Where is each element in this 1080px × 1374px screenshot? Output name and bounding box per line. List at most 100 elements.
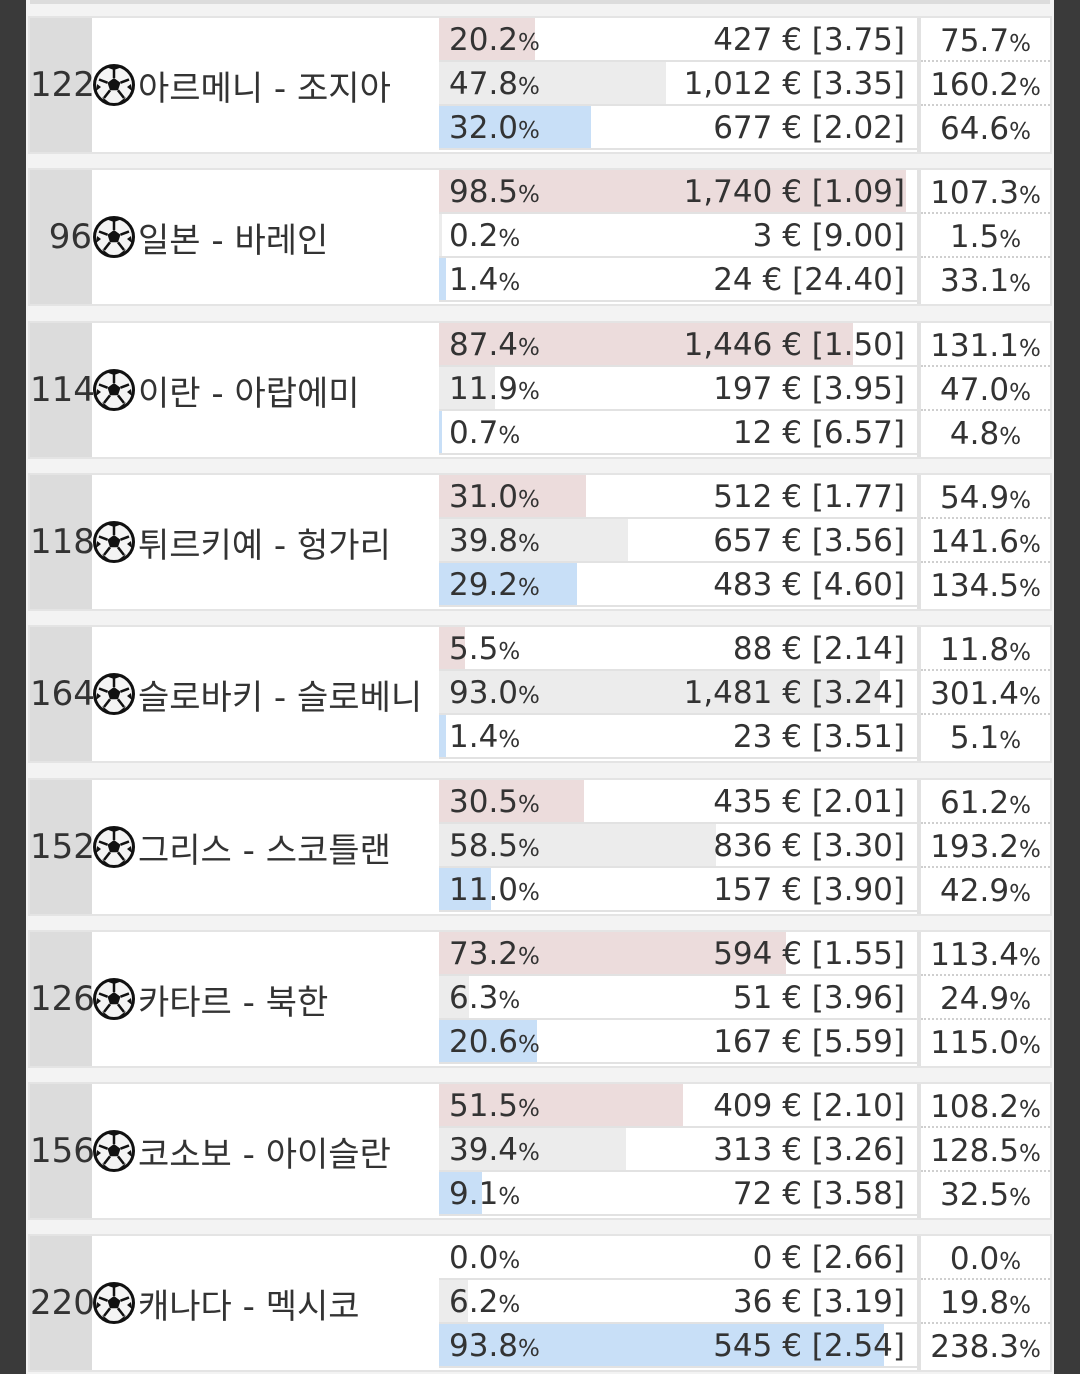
share-percent: 58.5% <box>449 824 540 871</box>
share-percent-value: 6.3 <box>449 980 499 1016</box>
match-row-220[interactable]: 220 캐나다 - 멕시코 0.0% 0 € [2.66] 6.2% 36 € [3.… <box>28 1234 1052 1372</box>
match-row-114[interactable]: 114 이란 - 아랍에미 87.4% 1,446 € [1.50] 11.9% 19… <box>28 321 1052 459</box>
return-percent: 24.9% <box>921 976 1050 1020</box>
column-divider <box>917 170 921 304</box>
bet-option-home[interactable]: 98.5% 1,740 € [1.09] <box>439 170 917 214</box>
return-column: 113.4% 24.9% 115.0% <box>921 932 1050 1066</box>
match-name[interactable]: 그리스 - 스코틀랜 <box>92 780 438 914</box>
bet-option-draw[interactable]: 0.2% 3 € [9.00] <box>439 214 917 258</box>
bet-option-draw[interactable]: 6.2% 36 € [3.19] <box>439 1280 917 1324</box>
bet-option-home[interactable]: 31.0% 512 € [1.77] <box>439 475 917 519</box>
match-row-122[interactable]: 122 아르메니 - 조지아 20.2% 427 € [3.75] 47.8% 1,0… <box>28 16 1052 154</box>
percent-unit: % <box>498 423 521 449</box>
share-percent-value: 93.0 <box>449 675 519 711</box>
bet-option-home[interactable]: 0.0% 0 € [2.66] <box>439 1236 917 1280</box>
share-bar <box>439 780 584 822</box>
return-percent: 1.5% <box>921 214 1050 258</box>
bet-option-home[interactable]: 20.2% 427 € [3.75] <box>439 18 917 62</box>
bet-option-away[interactable]: 20.6% 167 € [5.59] <box>439 1020 917 1064</box>
match-name[interactable]: 일본 - 바레인 <box>92 170 438 304</box>
return-percent: 113.4% <box>921 932 1050 976</box>
percent-unit: % <box>518 683 540 709</box>
share-percent: 87.4% <box>449 323 540 370</box>
bet-option-draw[interactable]: 6.3% 51 € [3.96] <box>439 976 917 1020</box>
match-row-96[interactable]: 96 일본 - 바레인 98.5% 1,740 € [1.09] 0.2% 3 € [… <box>28 168 1052 306</box>
share-bar <box>439 170 906 212</box>
share-percent-value: 47.8 <box>449 66 519 102</box>
bet-option-draw[interactable]: 11.9% 197 € [3.95] <box>439 367 917 411</box>
bet-option-away[interactable]: 9.1% 72 € [3.58] <box>439 1172 917 1216</box>
share-bar <box>439 715 446 757</box>
return-percent-value: 61.2 <box>940 785 1010 821</box>
bet-option-away[interactable]: 0.7% 12 € [6.57] <box>439 411 917 455</box>
share-bar <box>439 1084 683 1126</box>
percent-unit: % <box>498 1292 521 1318</box>
match-name[interactable]: 튀르키예 - 헝가리 <box>92 475 438 609</box>
percent-unit: % <box>1018 684 1041 710</box>
percent-unit: % <box>999 227 1022 253</box>
stake-amount-odds: 545 € [2.54] <box>713 1328 905 1364</box>
match-name[interactable]: 코소보 - 아이슬란 <box>92 1084 438 1218</box>
return-percent: 5.1% <box>921 715 1050 759</box>
share-bar <box>439 1020 537 1062</box>
bet-option-draw[interactable]: 47.8% 1,012 € [3.35] <box>439 62 917 106</box>
share-percent-value: 6.2 <box>449 1284 499 1320</box>
percent-unit: % <box>518 1140 540 1166</box>
bet-options: 87.4% 1,446 € [1.50] 11.9% 197 € [3.95] 0.7%… <box>439 323 917 457</box>
share-bar <box>439 824 716 866</box>
match-name[interactable]: 카타르 - 북한 <box>92 932 438 1066</box>
match-name[interactable]: 이란 - 아랍에미 <box>92 323 438 457</box>
bet-option-away[interactable]: 93.8% 545 € [2.54] <box>439 1324 917 1368</box>
match-stats-panel[interactable]: 122 아르메니 - 조지아 20.2% 427 € [3.75] 47.8% 1,0… <box>26 0 1054 1374</box>
bet-options: 0.0% 0 € [2.66] 6.2% 36 € [3.19] 93.8% 545 € … <box>439 1236 917 1370</box>
stake-amount-odds: 72 € [3.58] <box>732 1176 905 1212</box>
bet-option-draw[interactable]: 39.8% 657 € [3.56] <box>439 519 917 563</box>
return-percent-value: 141.6 <box>930 524 1019 560</box>
return-percent: 54.9% <box>921 475 1050 519</box>
share-percent-value: 73.2 <box>449 936 519 972</box>
bet-option-away[interactable]: 32.0% 677 € [2.02] <box>439 106 917 150</box>
match-row-164[interactable]: 164 슬로바키 - 슬로베니 5.5% 88 € [2.14] 93.0% 1,48… <box>28 625 1052 763</box>
bet-option-away[interactable]: 1.4% 24 € [24.40] <box>439 258 917 302</box>
stake-amount-odds: 483 € [4.60] <box>713 567 905 603</box>
share-bar <box>439 932 786 974</box>
share-percent-value: 0.2 <box>449 218 499 254</box>
match-name[interactable]: 캐나다 - 멕시코 <box>92 1236 438 1370</box>
match-row-152[interactable]: 152 그리스 - 스코틀랜 30.5% 435 € [2.01] 58.5% 836… <box>28 778 1052 916</box>
match-row-126[interactable]: 126 카타르 - 북한 73.2% 594 € [1.55] 6.3% 51 € [… <box>28 930 1052 1068</box>
match-row-118[interactable]: 118 튀르키예 - 헝가리 31.0% 512 € [1.77] 39.8% 657… <box>28 473 1052 611</box>
share-percent-value: 29.2 <box>449 567 519 603</box>
bet-option-home[interactable]: 30.5% 435 € [2.01] <box>439 780 917 824</box>
bet-option-home[interactable]: 87.4% 1,446 € [1.50] <box>439 323 917 367</box>
column-divider <box>917 18 921 152</box>
backdrop-left <box>0 0 26 1374</box>
stake-amount-odds: 0 € [2.66] <box>752 1240 905 1276</box>
share-percent-value: 11.9 <box>449 371 519 407</box>
bet-option-draw[interactable]: 93.0% 1,481 € [3.24] <box>439 671 917 715</box>
share-percent-value: 0.7 <box>449 415 499 451</box>
bet-option-draw[interactable]: 58.5% 836 € [3.30] <box>439 824 917 868</box>
share-percent-value: 39.4 <box>449 1132 519 1168</box>
match-row-156[interactable]: 156 코소보 - 아이슬란 51.5% 409 € [2.10] 39.4% 313… <box>28 1082 1052 1220</box>
bet-option-home[interactable]: 51.5% 409 € [2.10] <box>439 1084 917 1128</box>
stake-amount-odds: 3 € [9.00] <box>752 218 905 254</box>
bet-option-home[interactable]: 73.2% 594 € [1.55] <box>439 932 917 976</box>
bet-option-away[interactable]: 1.4% 23 € [3.51] <box>439 715 917 759</box>
return-percent: 19.8% <box>921 1280 1050 1324</box>
match-number: 122 <box>30 18 95 152</box>
bet-option-away[interactable]: 29.2% 483 € [4.60] <box>439 563 917 607</box>
share-percent: 73.2% <box>449 932 540 979</box>
share-percent: 1.4% <box>449 258 520 305</box>
bet-option-away[interactable]: 11.0% 157 € [3.90] <box>439 868 917 912</box>
share-percent: 0.2% <box>449 214 520 261</box>
return-percent: 11.8% <box>921 627 1050 671</box>
stake-amount-odds: 836 € [3.30] <box>713 828 905 864</box>
match-name[interactable]: 아르메니 - 조지아 <box>92 18 438 152</box>
stake-amount-odds: 24 € [24.40] <box>713 262 905 298</box>
match-name[interactable]: 슬로바키 - 슬로베니 <box>92 627 438 761</box>
bet-option-draw[interactable]: 39.4% 313 € [3.26] <box>439 1128 917 1172</box>
share-percent-value: 1.4 <box>449 719 499 755</box>
bet-option-home[interactable]: 5.5% 88 € [2.14] <box>439 627 917 671</box>
share-bar <box>439 367 495 409</box>
share-percent-value: 39.8 <box>449 523 519 559</box>
